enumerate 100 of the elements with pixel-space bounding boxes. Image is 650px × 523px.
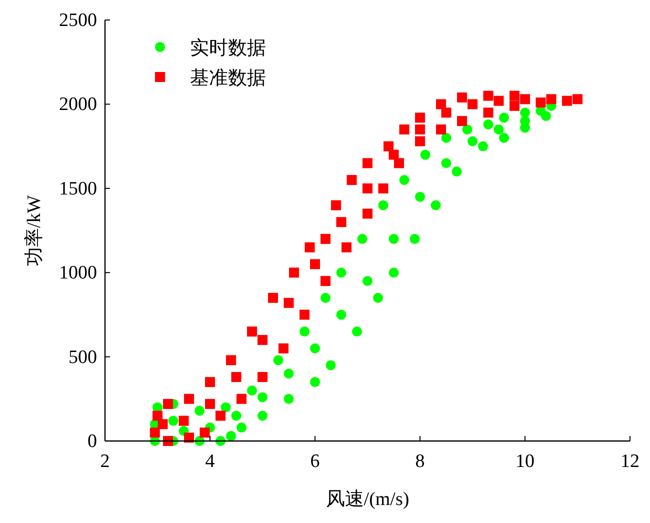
- point: [510, 100, 520, 111]
- point: [462, 124, 472, 134]
- point: [205, 398, 215, 409]
- point: [336, 268, 346, 278]
- point: [331, 200, 341, 210]
- point: [336, 217, 346, 228]
- point: [394, 158, 404, 168]
- point: [520, 108, 530, 118]
- point: [420, 150, 430, 160]
- point: [258, 410, 268, 421]
- point: [499, 132, 509, 143]
- point: [520, 94, 530, 104]
- point: [278, 343, 288, 354]
- point: [536, 98, 546, 108]
- point: [152, 410, 162, 421]
- point: [304, 242, 315, 252]
- legend-label: 实时数据: [190, 37, 266, 59]
- legend-label: 基准数据: [190, 68, 266, 89]
- point: [483, 119, 494, 130]
- point: [320, 292, 330, 303]
- y-tick-label: 500: [68, 346, 97, 368]
- point: [546, 94, 556, 104]
- point: [415, 112, 425, 123]
- point: [562, 96, 572, 106]
- point: [284, 298, 294, 308]
- point: [436, 99, 446, 110]
- point: [457, 92, 467, 102]
- point: [163, 436, 173, 446]
- point: [362, 276, 372, 286]
- point: [247, 385, 257, 396]
- point: [494, 124, 504, 134]
- point: [336, 310, 346, 320]
- point: [436, 124, 446, 134]
- point: [326, 360, 336, 370]
- x-tick-label: 8: [415, 451, 425, 472]
- point: [388, 234, 399, 244]
- y-tick-label: 1500: [59, 178, 97, 200]
- point: [150, 428, 160, 438]
- point: [494, 96, 504, 106]
- point: [415, 192, 425, 202]
- point: [342, 242, 352, 252]
- point: [388, 268, 399, 278]
- point: [163, 398, 173, 409]
- point: [194, 406, 204, 416]
- point: [468, 99, 478, 110]
- point: [410, 234, 420, 244]
- point: [362, 208, 372, 219]
- point: [572, 94, 582, 104]
- point: [441, 108, 452, 118]
- point: [483, 108, 494, 118]
- point: [468, 136, 478, 146]
- point: [483, 90, 494, 101]
- point: [273, 355, 284, 366]
- point: [268, 292, 278, 303]
- point: [320, 276, 330, 286]
- point: [289, 268, 299, 278]
- point: [236, 394, 246, 404]
- point: [220, 402, 231, 412]
- point: [258, 372, 268, 382]
- point: [399, 174, 410, 185]
- point: [184, 394, 194, 404]
- point: [352, 326, 362, 337]
- x-tick-label: 2: [100, 451, 110, 472]
- x-tick-label: 10: [516, 451, 534, 472]
- point: [158, 419, 168, 430]
- point: [357, 234, 368, 244]
- x-axis-title: 风速/(m/s): [326, 489, 410, 510]
- point: [388, 150, 399, 160]
- point: [184, 432, 194, 443]
- point: [236, 422, 246, 433]
- point: [226, 430, 236, 441]
- point: [258, 334, 268, 345]
- point: [399, 124, 410, 134]
- point: [284, 394, 294, 404]
- point: [373, 292, 383, 303]
- point: [430, 200, 441, 210]
- y-tick-label: 2500: [59, 10, 97, 31]
- point: [499, 112, 509, 123]
- point: [310, 343, 320, 354]
- point: [284, 368, 294, 379]
- point: [478, 141, 488, 152]
- point: [310, 377, 320, 388]
- point: [300, 310, 310, 320]
- point: [510, 90, 520, 101]
- point: [310, 259, 320, 270]
- point: [415, 136, 425, 146]
- x-tick-label: 6: [310, 451, 320, 472]
- point: [378, 183, 388, 194]
- point: [300, 326, 310, 337]
- point: [216, 410, 226, 421]
- point: [168, 416, 178, 426]
- point: [231, 410, 242, 421]
- point: [258, 392, 268, 402]
- point: [541, 110, 551, 121]
- point: [441, 158, 452, 168]
- point: [205, 377, 215, 388]
- point: [384, 141, 394, 152]
- point: [320, 234, 330, 244]
- point: [200, 428, 210, 438]
- point: [362, 158, 372, 168]
